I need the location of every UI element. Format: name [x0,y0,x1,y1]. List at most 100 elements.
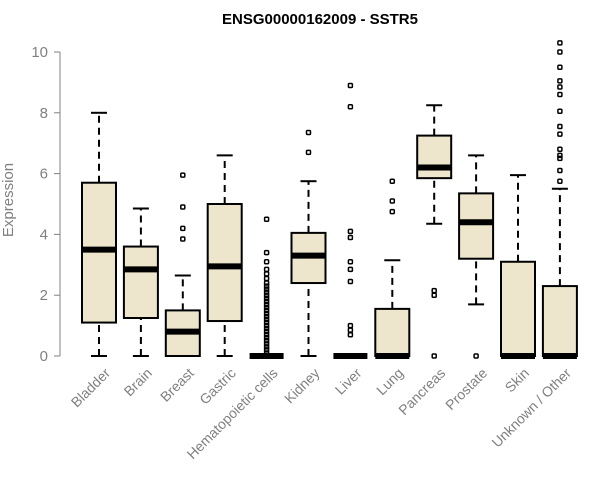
y-tick-label: 0 [40,348,48,365]
outlier-point [263,266,270,273]
outlier-point [557,152,563,159]
outlier-point [263,325,270,332]
outlier-point [263,275,270,282]
outlier-point [557,108,563,115]
x-tick-label: Liver [332,365,365,398]
x-tick-label: Lung [373,365,406,398]
box-group [458,154,495,359]
outlier-point [263,286,270,292]
outlier-point [347,322,354,329]
outlier-point [263,304,270,311]
outlier-point [557,84,563,90]
outlier-point [263,310,270,317]
outlier-point [305,129,312,136]
box-group [122,207,159,357]
x-tick-label: Prostate [442,365,490,413]
outlier-point [305,149,312,156]
outlier-point [263,341,270,347]
box-group [81,111,117,357]
box-group [374,178,411,359]
outlier-point [389,208,396,215]
outlier-point [347,103,354,110]
outlier-point [389,178,396,184]
y-axis-label: Expression [0,163,17,237]
outlier-point [263,298,270,305]
outlier-point [431,292,437,298]
box-group [541,40,578,359]
outlier-point [557,49,563,55]
outlier-point [180,225,186,232]
outlier-point [263,295,270,301]
box-iqr [541,285,578,357]
y-tick-label: 2 [40,287,48,304]
outlier-point [263,344,270,350]
outlier-point [263,249,270,256]
y-tick-label: 8 [40,105,48,122]
outlier-point [347,259,354,265]
outlier-point [431,353,437,359]
outlier-point [347,278,354,285]
x-tick-label: Pancreas [395,365,448,418]
outlier-point [347,82,354,89]
x-tick-label: Kidney [281,365,323,407]
x-tick-label: Bladder [68,365,114,411]
outlier-point [347,234,354,241]
outlier-point [263,283,270,289]
x-tick-label: Skin [502,365,533,396]
outlier-point [180,172,186,178]
plot-area [81,40,578,359]
box-iqr [500,260,536,358]
outlier-point [557,123,563,130]
outlier-point [557,131,563,137]
box-iqr [122,245,159,319]
box-group [164,172,201,357]
outlier-point [557,167,563,174]
box-group [500,174,536,359]
y-tick-label: 4 [40,226,48,243]
outlier-point [263,313,270,320]
x-tick-label: Unknown / Other [488,365,574,451]
outlier-point [557,40,563,46]
outlier-point [557,146,563,153]
outlier-point [263,316,270,323]
outlier-point [557,155,563,162]
x-tick-label: Breast [157,365,197,405]
box-group [249,216,284,359]
outlier-point [557,178,563,184]
outlier-point [347,228,354,235]
outlier-point [347,331,354,338]
outlier-point [263,301,270,308]
outlier-point [263,280,270,286]
outlier-point [473,353,479,359]
outlier-point [389,198,396,204]
outlier-point [347,266,354,273]
box-iqr [416,134,453,180]
box-group [206,154,243,357]
y-tick-label: 6 [40,166,48,183]
chart-title: ENSG00000162009 - SSTR5 [222,11,418,28]
box-group [333,82,368,359]
x-tick-label: Brain [121,365,155,399]
box-iqr [374,307,411,358]
outlier-point [263,319,270,326]
box-group [290,129,327,357]
outlier-point [263,338,270,344]
outlier-point [263,289,270,295]
outlier-point [263,347,270,353]
outlier-point [180,236,186,242]
box-group [416,104,453,359]
outlier-point [263,271,270,277]
outlier-point [557,78,563,84]
y-axis: 0 2 4 6 8 10 [31,44,61,365]
outlier-point [263,292,270,298]
outlier-point [263,307,270,314]
box-iqr [81,181,117,324]
outlier-point [347,327,354,333]
outlier-point [263,328,270,335]
outlier-point [557,64,563,70]
outlier-point [431,287,437,294]
box-iqr [206,203,243,323]
outlier-point [263,335,270,341]
